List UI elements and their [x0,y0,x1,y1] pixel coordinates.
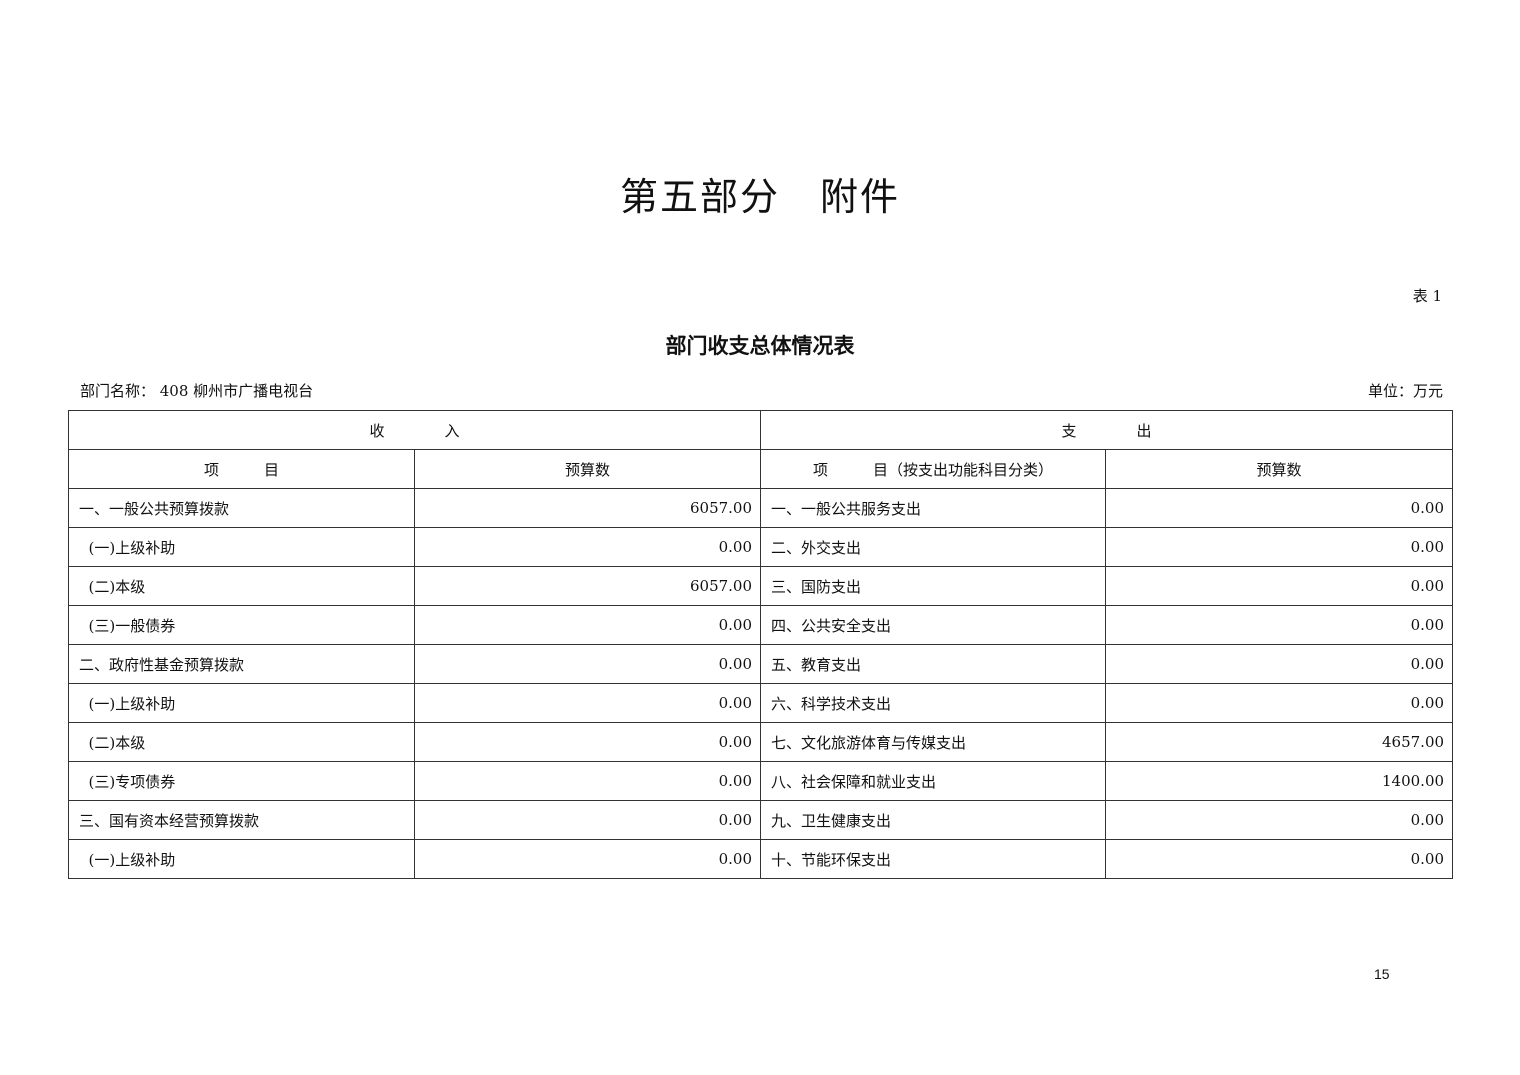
income-item-header: 项 目 [68,449,415,489]
table-row: (二)本级 6057.00 三、国防支出 0.00 [68,566,1454,606]
income-amount-cell: 0.00 [413,839,762,879]
income-item-cell: 二、政府性基金预算拨款 [68,644,415,684]
expense-item-cell: 三、国防支出 [760,566,1107,606]
table-row: (三)一般债券 0.00 四、公共安全支出 0.00 [68,605,1454,645]
column-header-row: 项 目 预算数 项 目（按支出功能科目分类） 预算数 [68,449,1454,489]
expense-item-cell: 五、教育支出 [760,644,1107,684]
income-item-cell: (三)一般债券 [68,605,415,645]
department-name: 部门名称： 408 柳州市广播电视台 [80,382,314,400]
table-row: 二、政府性基金预算拨款 0.00 五、教育支出 0.00 [68,644,1454,684]
income-item-cell: (一)上级补助 [68,527,415,567]
expense-amount-cell: 0.00 [1105,800,1454,840]
income-header: 收 入 [67,410,762,450]
expense-item-cell: 十、节能环保支出 [760,839,1107,879]
expense-amount-cell: 0.00 [1105,683,1454,723]
table-row: (一)上级补助 0.00 六、科学技术支出 0.00 [68,683,1454,723]
expense-header: 支 出 [760,410,1454,450]
income-amount-cell: 0.00 [413,722,762,762]
income-amount-cell: 0.00 [413,605,762,645]
income-amount-cell: 0.00 [413,644,762,684]
budget-table: 收 入 支 出 项 目 预算数 项 目（按支出功能科目分类） 预算数 一、一般公… [67,410,1454,879]
table-row: 一、一般公共预算拨款 6057.00 一、一般公共服务支出 0.00 [68,488,1454,528]
unit-label: 单位：万元 [1367,382,1443,400]
expense-amount-cell: 0.00 [1105,527,1454,567]
income-item-cell: (一)上级补助 [68,839,415,879]
expense-amount-cell: 1400.00 [1105,761,1454,801]
expense-item-cell: 二、外交支出 [760,527,1107,567]
income-item-cell: 三、国有资本经营预算拨款 [68,800,415,840]
income-amount-cell: 6057.00 [413,488,762,528]
expense-amount-cell: 0.00 [1105,488,1454,528]
income-item-cell: (二)本级 [68,722,415,762]
expense-item-cell: 四、公共安全支出 [760,605,1107,645]
table-title: 部门收支总体情况表 [665,334,855,358]
expense-item-cell: 八、社会保障和就业支出 [760,761,1107,801]
income-item-cell: 一、一般公共预算拨款 [68,488,415,528]
income-amount-cell: 6057.00 [413,566,762,606]
part-title: 第五部分 附件 [619,175,900,219]
expense-item-cell: 一、一般公共服务支出 [760,488,1107,528]
page-number: 15 [1374,966,1390,982]
expense-amount-header: 预算数 [1105,449,1454,489]
expense-amount-cell: 0.00 [1105,839,1454,879]
income-amount-cell: 0.00 [413,800,762,840]
expense-item-cell: 七、文化旅游体育与传媒支出 [760,722,1107,762]
table-row: (一)上级补助 0.00 十、节能环保支出 0.00 [68,839,1454,879]
table-row: (三)专项债券 0.00 八、社会保障和就业支出 1400.00 [68,761,1454,801]
expense-amount-cell: 0.00 [1105,566,1454,606]
table-row: (一)上级补助 0.00 二、外交支出 0.00 [68,527,1454,567]
income-item-cell: (三)专项债券 [68,761,415,801]
expense-amount-cell: 0.00 [1105,605,1454,645]
section-header-row: 收 入 支 出 [67,410,1454,450]
income-amount-cell: 0.00 [413,527,762,567]
expense-amount-cell: 4657.00 [1105,722,1454,762]
expense-item-header: 项 目（按支出功能科目分类） [760,449,1107,489]
income-item-cell: (二)本级 [68,566,415,606]
income-amount-header: 预算数 [413,449,762,489]
income-amount-cell: 0.00 [413,761,762,801]
table-row: (二)本级 0.00 七、文化旅游体育与传媒支出 4657.00 [68,722,1454,762]
table-row: 三、国有资本经营预算拨款 0.00 九、卫生健康支出 0.00 [68,800,1454,840]
expense-item-cell: 六、科学技术支出 [760,683,1107,723]
expense-item-cell: 九、卫生健康支出 [760,800,1107,840]
expense-amount-cell: 0.00 [1105,644,1454,684]
income-amount-cell: 0.00 [413,683,762,723]
income-item-cell: (一)上级补助 [68,683,415,723]
table-number: 表 1 [1412,287,1442,305]
